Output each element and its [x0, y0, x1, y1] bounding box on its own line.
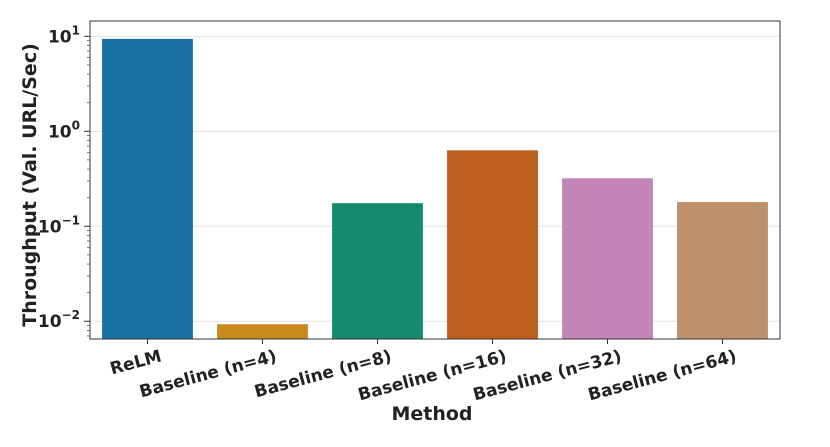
bar: [562, 178, 653, 339]
x-axis-label: Method: [391, 403, 472, 425]
y-axis-ticks: 10−2 10−1 100 101: [38, 23, 90, 337]
bar: [102, 38, 193, 339]
bar: [447, 150, 538, 339]
bar: [677, 202, 768, 339]
y-tick-label: 100: [48, 118, 80, 142]
bar: [217, 324, 308, 339]
y-axis-label: Throughput (Val. URL/Sec): [19, 43, 41, 327]
bar: [332, 203, 423, 339]
y-tick-label: 10−1: [38, 213, 80, 237]
y-tick-label: 10−2: [38, 308, 80, 332]
bars: [102, 38, 768, 339]
y-tick-label: 101: [48, 23, 80, 47]
plot-frame: [89, 20, 781, 340]
y-gridlines: [90, 35, 780, 322]
x-tick-label: ReLM: [108, 347, 164, 380]
